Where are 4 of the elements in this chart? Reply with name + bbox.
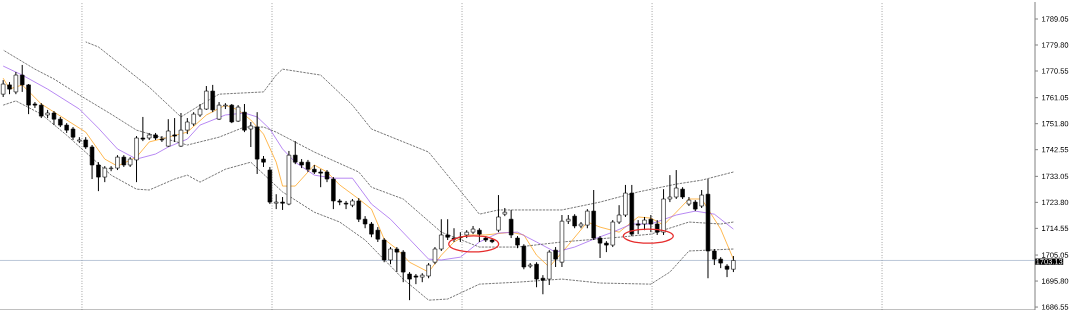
candlestick [496, 194, 501, 233]
candlestick [521, 243, 527, 270]
candlestick [401, 249, 406, 283]
candlestick [508, 209, 514, 239]
